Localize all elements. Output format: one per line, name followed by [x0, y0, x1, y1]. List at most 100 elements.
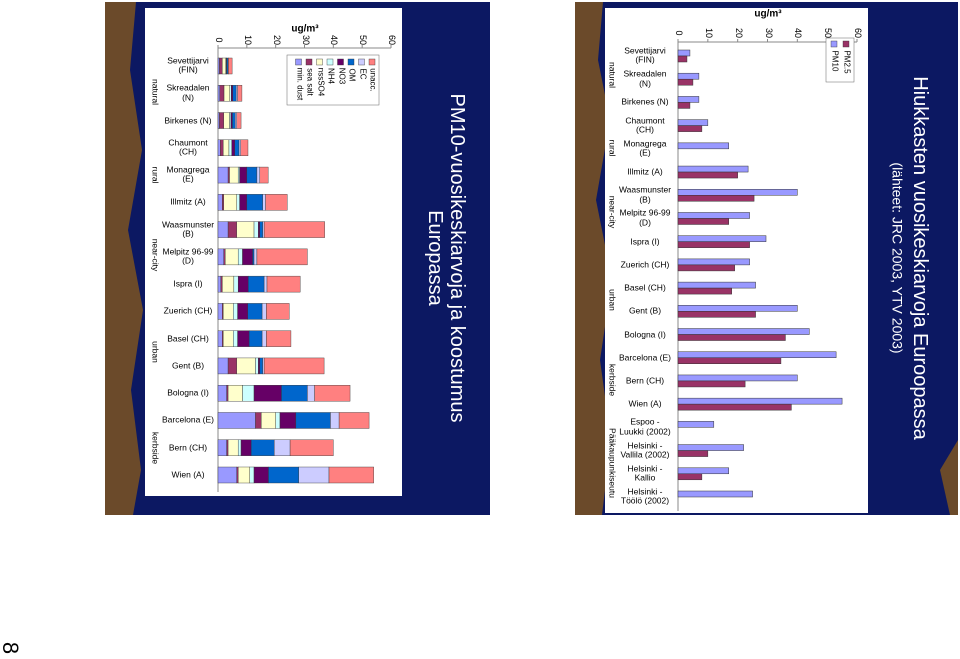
bar [677, 357, 782, 364]
bar [677, 287, 732, 295]
bar-segment [222, 275, 235, 293]
group-label: natural [607, 62, 618, 88]
bar-segment [256, 166, 261, 184]
bar-segment [233, 303, 238, 320]
group-label: kerbside [150, 431, 161, 465]
bar-segment [255, 357, 259, 375]
bar-segment [227, 221, 237, 238]
bar-segment [298, 466, 330, 484]
bar-segment [217, 412, 256, 429]
slide-subtitle: (lähteet: JRC 2003, YTV 2003) [889, 162, 906, 354]
category-label: Waasmunster (B) [618, 184, 672, 205]
legend-swatch [842, 40, 850, 48]
bar-segment [237, 330, 250, 347]
tick-label: 20 [733, 27, 744, 39]
bar [677, 49, 691, 57]
bar-segment [237, 248, 243, 266]
bar-segment [227, 166, 230, 184]
legend-label: EC [357, 67, 367, 80]
bar [677, 450, 709, 457]
bar-segment [274, 439, 291, 456]
tick-label: 30 [763, 27, 774, 39]
bar-segment [265, 194, 288, 211]
bar-segment [266, 330, 292, 347]
group-label: rural [607, 139, 618, 157]
category-label: Bern (CH) [168, 442, 208, 453]
bar-segment [236, 221, 255, 238]
slide-decoration [575, 2, 612, 515]
category-label: Melpitz 96-99 (D) [619, 208, 671, 228]
bar-segment [259, 166, 269, 184]
bar-segment [235, 112, 237, 129]
bar-segment [231, 139, 235, 157]
bar-segment [328, 466, 374, 484]
bar-segment [227, 385, 243, 402]
category-label: Basel (CH) [167, 332, 209, 343]
bar-segment [222, 330, 234, 347]
bar-segment [232, 85, 237, 102]
bar [677, 96, 700, 103]
tick-label: 20 [271, 34, 282, 46]
category-label: Bologna (I) [167, 387, 209, 398]
bar-segment [266, 275, 301, 293]
bar-segment [220, 275, 223, 293]
bar-segment [236, 357, 256, 375]
bar-segment [222, 139, 230, 157]
bar-segment [259, 221, 263, 238]
bar-segment [261, 303, 267, 320]
category-label: Illmitz (A) [170, 196, 206, 207]
category-label: Bologna (I) [624, 328, 666, 339]
legend-label: nssSO4 [315, 67, 325, 97]
category-label: Basel (CH) [624, 282, 666, 293]
bar-segment [258, 357, 261, 375]
bar [677, 119, 709, 126]
group-label: urban [150, 341, 161, 363]
bar [677, 78, 694, 86]
bar-segment [223, 248, 226, 266]
bar-segment [222, 303, 234, 320]
tick-label: 60 [386, 34, 397, 46]
group-label: near-city [150, 238, 161, 272]
slide-decoration [940, 440, 958, 515]
bar-segment [222, 57, 226, 75]
bar-segment [262, 357, 265, 375]
bar-segment [289, 439, 334, 456]
bar-segment [242, 248, 253, 266]
bar-segment [237, 439, 242, 456]
bar-segment [240, 139, 249, 157]
bar-segment [338, 412, 370, 429]
bar [677, 328, 810, 335]
bar-segment [262, 221, 265, 238]
bar-segment [238, 139, 241, 157]
bar-segment [252, 248, 255, 266]
bar-segment [236, 466, 239, 484]
legend-swatch [347, 58, 355, 66]
bar-segment [234, 139, 240, 157]
category-label: Espoo - Luukki (2002) [619, 417, 671, 437]
category-label: Gent (B) [171, 360, 205, 371]
legend-swatch [368, 58, 376, 66]
bar-segment [228, 139, 233, 157]
bar [677, 212, 750, 219]
bar [677, 473, 703, 481]
bar-segment [229, 112, 232, 129]
bar-segment [262, 194, 266, 211]
tick-label: 0 [673, 30, 684, 36]
bar-segment [263, 357, 325, 375]
group-label: rural [150, 166, 161, 184]
legend-swatch [830, 40, 838, 48]
bar-segment [250, 439, 275, 456]
bar-segment [240, 439, 252, 456]
bar-segment [275, 412, 281, 429]
bar-segment [246, 194, 263, 211]
bar-segment [281, 385, 308, 402]
bar-segment [253, 248, 258, 266]
category-label: Ispra (I) [630, 236, 660, 246]
category-label: Sevettijarvi (FIN) [167, 55, 209, 75]
category-label: Illmitz (A) [627, 166, 663, 177]
slide-title: PM10-vuosikeskiarvoja ja koostumus Europ… [424, 93, 468, 423]
bar-segment [227, 357, 237, 375]
bar [677, 142, 729, 150]
bar-segment [225, 248, 239, 266]
